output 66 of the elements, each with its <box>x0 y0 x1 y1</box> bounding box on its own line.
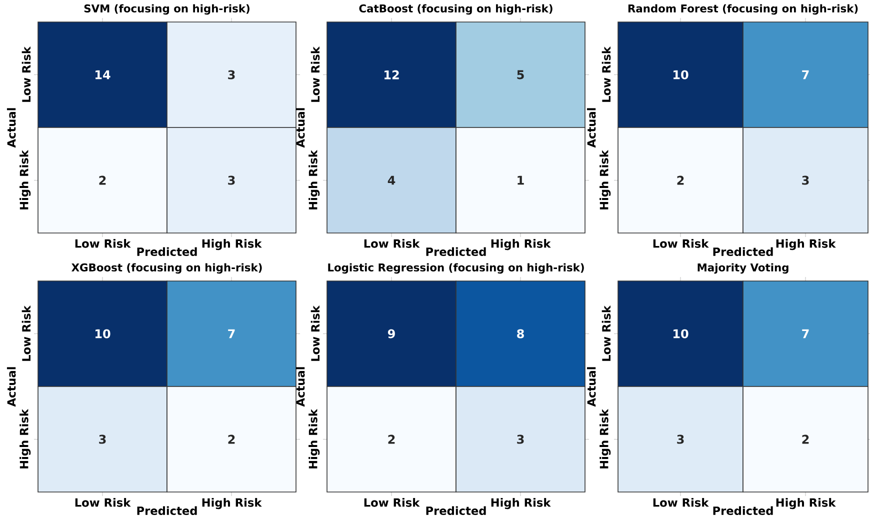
data-label: 2 <box>677 176 684 185</box>
y-tick-label: Low Risk <box>22 305 31 361</box>
y-axis-title: Actual <box>6 108 16 148</box>
y-tick-label: Low Risk <box>310 305 320 361</box>
y-axis-title: Actual <box>296 367 305 407</box>
data-label: 8 <box>517 329 524 338</box>
data-label: 3 <box>517 434 524 444</box>
data-label: 7 <box>802 70 809 80</box>
data-label: 10 <box>674 70 688 80</box>
x-axis-title: Predicted <box>137 506 197 516</box>
y-tick-label: Low Risk <box>22 46 31 102</box>
data-label: 3 <box>802 176 809 185</box>
data-label: 2 <box>802 434 809 444</box>
y-tick-label: High Risk <box>308 408 320 468</box>
data-label: 2 <box>99 176 106 185</box>
chart-title: Majority Voting <box>698 263 788 274</box>
y-tick-label: Low Risk <box>310 46 320 102</box>
y-axis-title: Actual <box>6 367 16 407</box>
y-tick-label: High Risk <box>600 408 611 468</box>
data-label: 4 <box>388 176 396 185</box>
data-label: 2 <box>388 434 395 444</box>
x-axis-title: Predicted <box>426 506 486 516</box>
y-tick-label: High Risk <box>308 150 320 210</box>
x-tick-label: Low Risk <box>653 498 709 507</box>
x-tick-label: Low Risk <box>364 498 420 507</box>
x-tick-label: Low Risk <box>75 498 131 507</box>
x-axis-title: Predicted <box>713 506 773 516</box>
data-label: 7 <box>802 329 809 338</box>
data-label: 7 <box>228 329 235 338</box>
y-axis-title: Actual <box>586 108 596 148</box>
data-label: 3 <box>228 176 235 185</box>
chart-title: XGBoost (focusing on high-risk) <box>72 263 262 274</box>
x-tick-label: Low Risk <box>653 239 709 248</box>
chart-title: SVM (focusing on high-risk) <box>84 4 250 15</box>
y-axis-title: Actual <box>586 367 596 407</box>
data-label: 3 <box>99 434 106 444</box>
x-tick-label: High Risk <box>776 239 836 250</box>
x-tick-label: Low Risk <box>75 239 131 248</box>
y-tick-label: High Risk <box>600 150 611 210</box>
data-label: 14 <box>96 70 110 80</box>
data-label: 10 <box>674 329 688 338</box>
chart-title: Random Forest (focusing on high-risk) <box>628 4 858 15</box>
x-axis-title: Predicted <box>713 247 773 256</box>
data-label: 3 <box>677 434 684 444</box>
y-axis-title: Actual <box>296 108 305 148</box>
x-axis-title: Predicted <box>426 247 486 256</box>
data-label: 12 <box>384 70 399 80</box>
y-tick-label: Low Risk <box>602 305 611 361</box>
data-label: 9 <box>388 329 395 338</box>
data-label: 10 <box>96 329 110 338</box>
chart-title: CatBoost (focusing on high-risk) <box>359 4 552 15</box>
chart-title: Logistic Regression (focusing on high-risk) <box>328 263 584 274</box>
data-label: 2 <box>228 434 235 444</box>
data-label: 1 <box>518 176 524 185</box>
x-tick-label: High Risk <box>202 239 262 250</box>
y-tick-label: High Risk <box>20 408 31 468</box>
x-tick-label: High Risk <box>491 239 551 250</box>
data-label: 5 <box>517 70 524 80</box>
x-axis-title: Predicted <box>137 247 197 256</box>
x-tick-label: Low Risk <box>364 239 420 248</box>
x-tick-label: High Risk <box>776 498 836 510</box>
x-tick-label: High Risk <box>202 498 262 510</box>
y-tick-label: Low Risk <box>602 46 611 102</box>
data-label: 3 <box>228 70 235 80</box>
x-tick-label: High Risk <box>491 498 551 510</box>
y-tick-label: High Risk <box>20 150 31 210</box>
